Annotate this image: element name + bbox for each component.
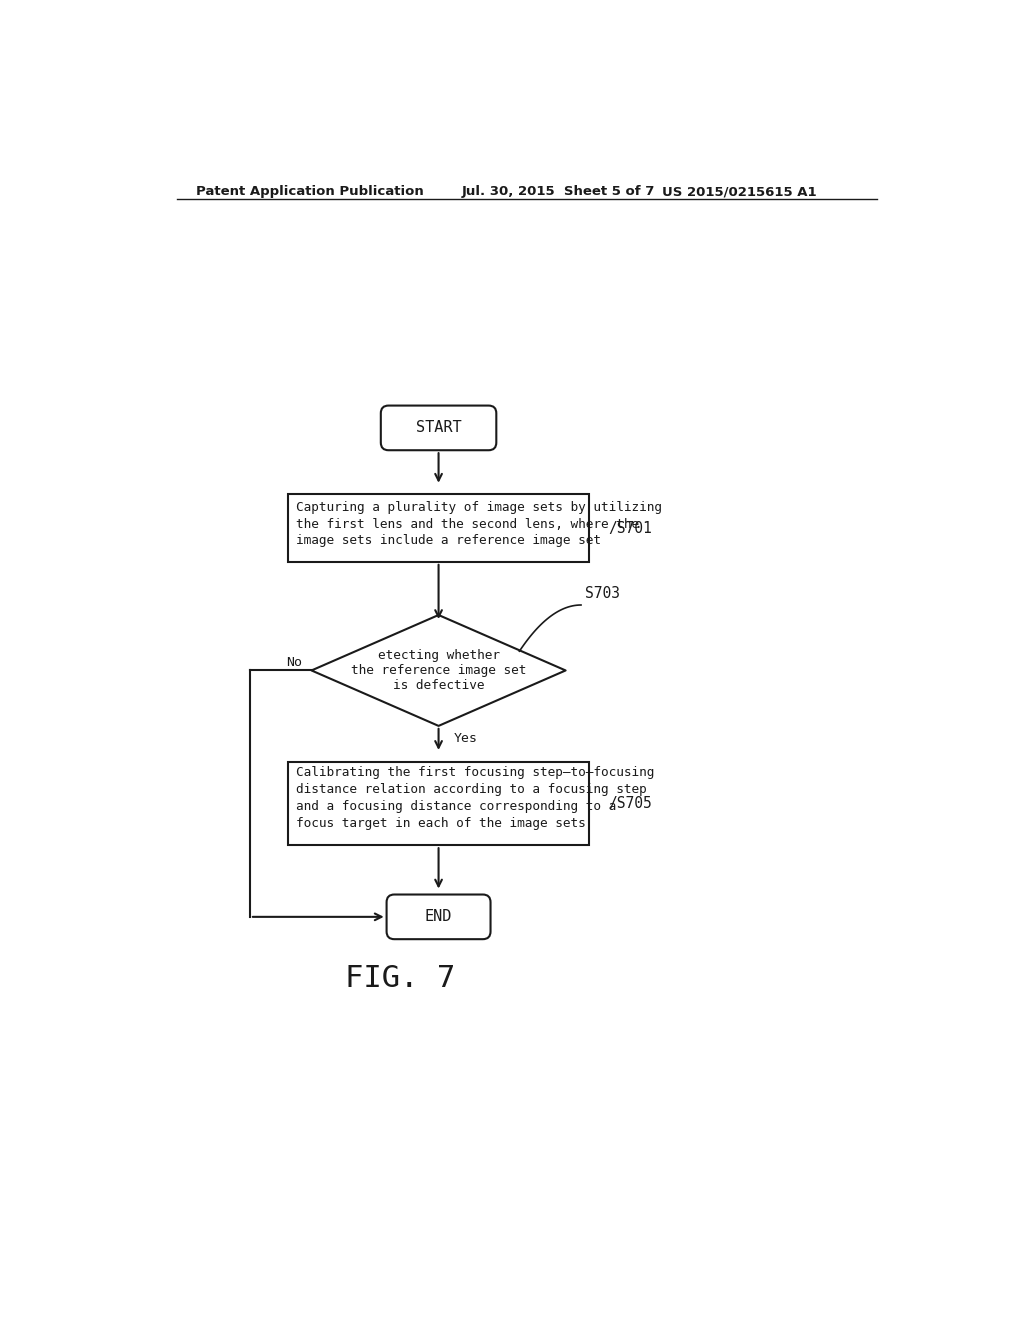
Text: Yes: Yes [454,733,478,744]
Bar [289,494,589,562]
Text: etecting whether: etecting whether [378,648,500,661]
Text: focus target in each of the image sets: focus target in each of the image sets [296,817,586,830]
Text: /S705: /S705 [608,796,651,812]
Text: END: END [425,909,453,924]
Text: No: No [287,656,302,669]
Text: distance relation according to a focusing step: distance relation according to a focusin… [296,783,647,796]
Bar [289,762,589,845]
FancyBboxPatch shape [387,895,490,940]
Text: START: START [416,420,462,436]
Text: FIG. 7: FIG. 7 [345,964,456,993]
Text: Jul. 30, 2015  Sheet 5 of 7: Jul. 30, 2015 Sheet 5 of 7 [462,185,655,198]
Text: the first lens and the second lens, where the: the first lens and the second lens, wher… [296,517,639,531]
Text: the reference image set: the reference image set [351,664,526,677]
FancyBboxPatch shape [381,405,497,450]
Text: image sets include a reference image set: image sets include a reference image set [296,533,601,546]
Text: Calibrating the first focusing step–to–focusing: Calibrating the first focusing step–to–f… [296,767,654,779]
Text: Capturing a plurality of image sets by utilizing: Capturing a plurality of image sets by u… [296,502,663,515]
Text: US 2015/0215615 A1: US 2015/0215615 A1 [662,185,816,198]
Text: Patent Application Publication: Patent Application Publication [196,185,424,198]
Text: is defective: is defective [393,680,484,693]
Text: S703: S703 [585,586,620,601]
Text: and a focusing distance corresponding to a: and a focusing distance corresponding to… [296,800,616,813]
Text: /S701: /S701 [608,520,651,536]
